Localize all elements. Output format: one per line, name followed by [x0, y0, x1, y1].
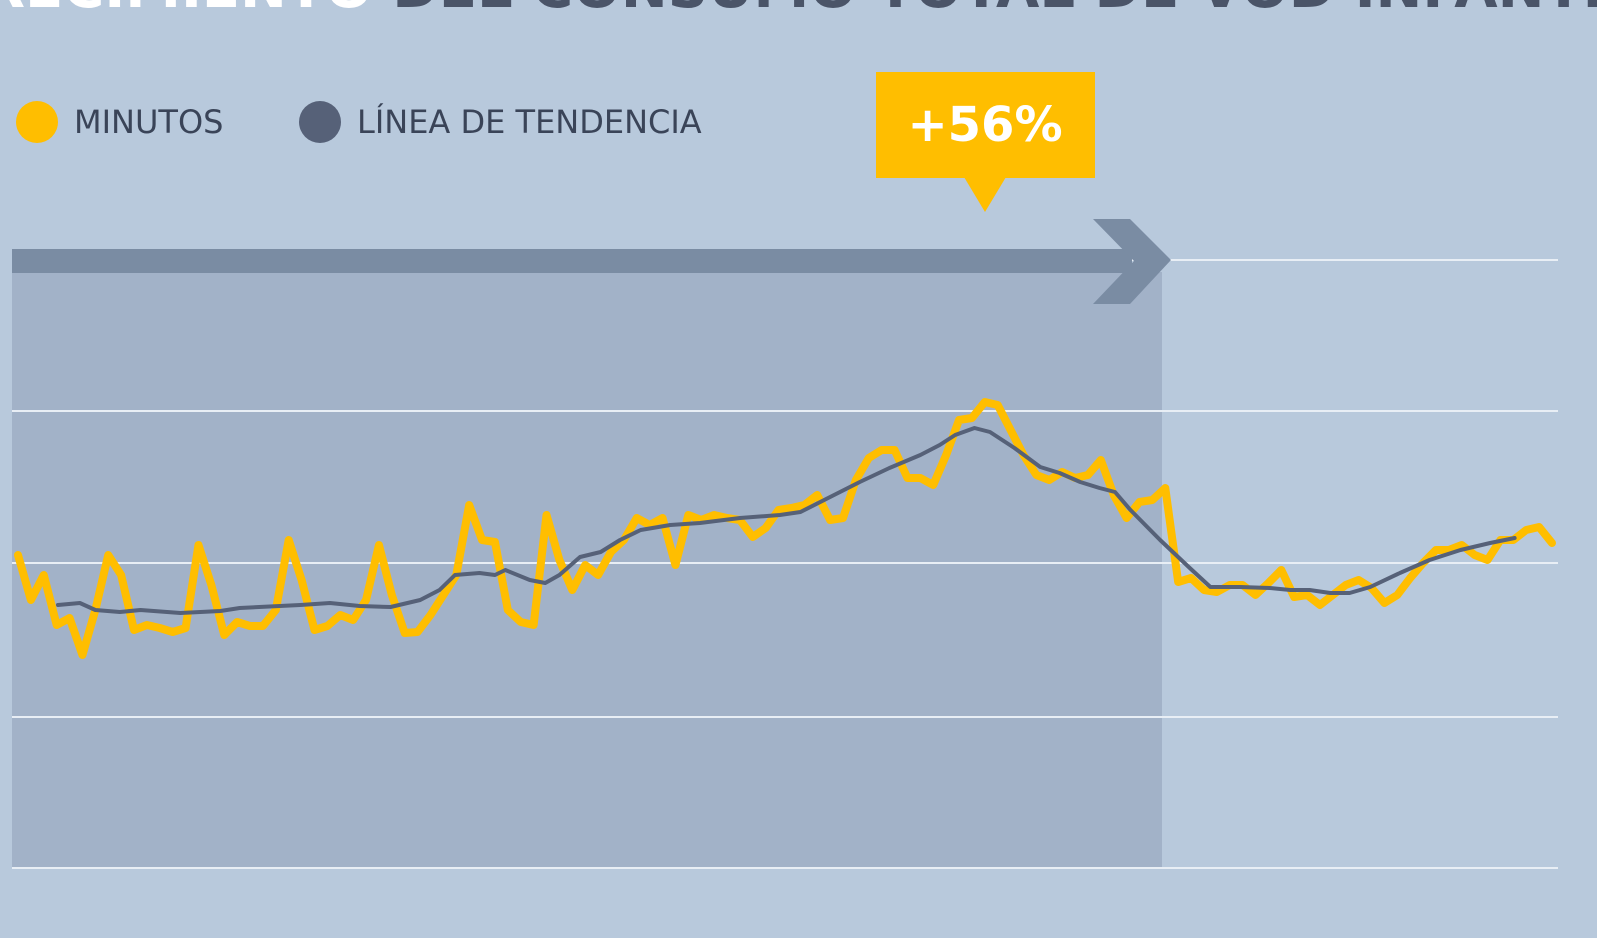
callout-box — [876, 72, 1095, 178]
arrow-head — [1093, 219, 1171, 304]
callout-text: +56% — [907, 97, 1062, 153]
series-line — [55, 426, 1517, 615]
arrow-shaft — [12, 249, 1132, 273]
series-line — [14, 398, 1556, 659]
title-highlight: CRECIMIENTO — [0, 0, 373, 21]
legend: MINUTOS LÍNEA DE TENDENCIA — [16, 101, 702, 143]
title-rest: DEL CONSUMO TOTAL DE VOD INFANTIL — [392, 0, 1597, 21]
callout-pointer — [964, 177, 1006, 212]
legend-swatch — [16, 101, 58, 143]
lines — [14, 398, 1556, 659]
legend-label: MINUTOS — [74, 103, 223, 141]
legend-swatch — [299, 101, 341, 143]
chart-title: CRECIMIENTO DEL CONSUMO TOTAL DE VOD INF… — [0, 0, 1597, 21]
legend-label: LÍNEA DE TENDENCIA — [357, 103, 702, 141]
